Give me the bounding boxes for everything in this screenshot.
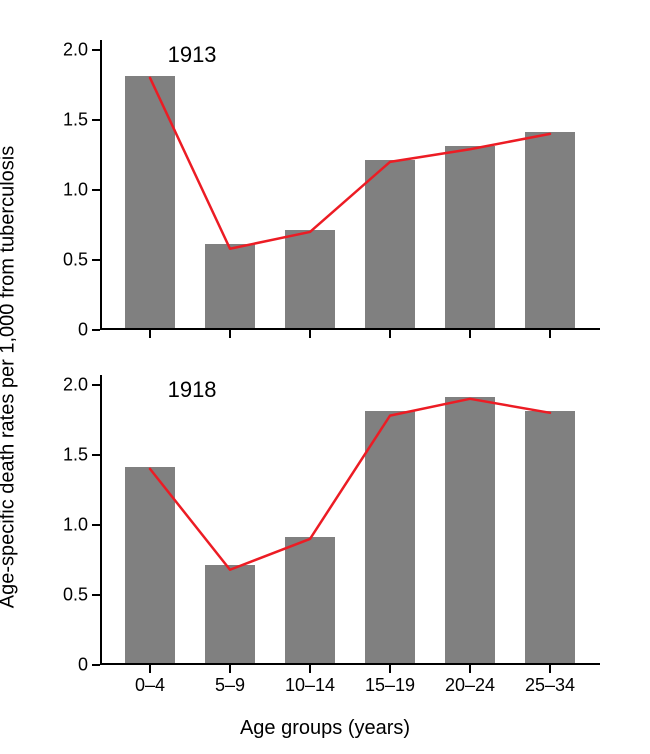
- x-tick-label: 20–24: [445, 675, 495, 696]
- x-tick: [469, 665, 471, 673]
- x-tick: [549, 665, 551, 673]
- y-tick: [92, 49, 100, 51]
- panel-title: 1918: [168, 377, 217, 403]
- x-tick: [549, 330, 551, 338]
- y-tick: [92, 119, 100, 121]
- x-tick: [389, 330, 391, 338]
- y-tick: [92, 259, 100, 261]
- figure-root: Age-specific death rates per 1,000 from …: [0, 0, 650, 754]
- x-tick-label: 0–4: [135, 675, 165, 696]
- x-tick: [229, 330, 231, 338]
- x-tick-label: 5–9: [215, 675, 245, 696]
- y-tick-label: 0.5: [63, 584, 88, 605]
- x-tick: [389, 665, 391, 673]
- y-axis-label: Age-specific death rates per 1,000 from …: [0, 146, 20, 608]
- y-tick: [92, 454, 100, 456]
- y-tick-label: 1.0: [63, 514, 88, 535]
- x-tick-label: 15–19: [365, 675, 415, 696]
- y-tick-label: 1.0: [63, 179, 88, 200]
- plot-area-1913: 00.51.01.52.01913: [100, 40, 600, 330]
- panel-1913: 00.51.01.52.01913: [100, 40, 600, 330]
- x-tick: [149, 665, 151, 673]
- y-tick-label: 0.5: [63, 249, 88, 270]
- y-tick-label: 1.5: [63, 109, 88, 130]
- y-tick-label: 0: [78, 655, 88, 676]
- y-tick-label: 0: [78, 320, 88, 341]
- x-axis-label: Age groups (years): [240, 717, 410, 740]
- x-tick: [149, 330, 151, 338]
- y-tick-label: 2.0: [63, 374, 88, 395]
- x-tick: [229, 665, 231, 673]
- trend-line: [100, 375, 600, 665]
- x-tick: [469, 330, 471, 338]
- y-tick: [92, 664, 100, 666]
- x-tick-label: 10–14: [285, 675, 335, 696]
- y-tick: [92, 384, 100, 386]
- y-tick: [92, 594, 100, 596]
- y-tick: [92, 524, 100, 526]
- y-tick-label: 2.0: [63, 39, 88, 60]
- panel-1918: 00.51.01.52.00–45–910–1415–1920–2425–341…: [100, 375, 600, 665]
- x-tick: [309, 665, 311, 673]
- y-tick-label: 1.5: [63, 444, 88, 465]
- panel-title: 1913: [168, 42, 217, 68]
- trend-line: [100, 40, 600, 330]
- y-tick: [92, 329, 100, 331]
- y-tick: [92, 189, 100, 191]
- x-tick-label: 25–34: [525, 675, 575, 696]
- x-tick: [309, 330, 311, 338]
- plot-area-1918: 00.51.01.52.00–45–910–1415–1920–2425–341…: [100, 375, 600, 665]
